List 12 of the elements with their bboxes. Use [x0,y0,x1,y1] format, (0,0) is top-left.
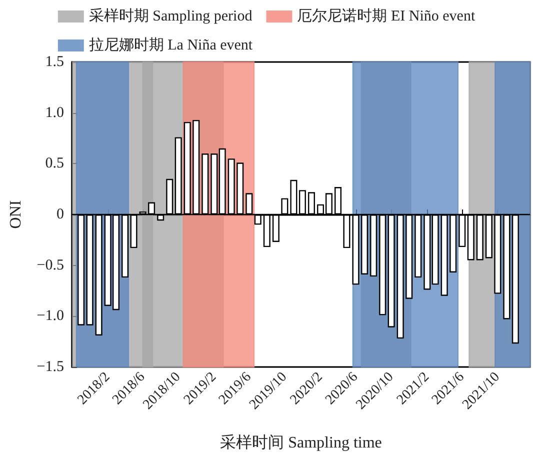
legend-label: 拉尼娜时期 La Niña event [88,36,254,54]
y-tick-label: 0 [56,206,64,222]
y-tick-label: −0.5 [36,257,64,274]
y-axis-title: ONI [8,200,24,229]
y-tick-label: 0.5 [45,156,64,172]
y-tick-label: 1.5 [45,54,64,70]
legend-label: 采样时期 Sampling period [88,8,253,24]
legend-label: 厄尔尼诺时期 EI Niño event [297,8,476,24]
y-tick-label: −1.0 [36,308,64,324]
x-axis-title: 采样时间 Sampling time [220,434,382,452]
y-tick-label: 1.0 [45,104,64,121]
y-tick-label: −1.5 [36,359,64,375]
